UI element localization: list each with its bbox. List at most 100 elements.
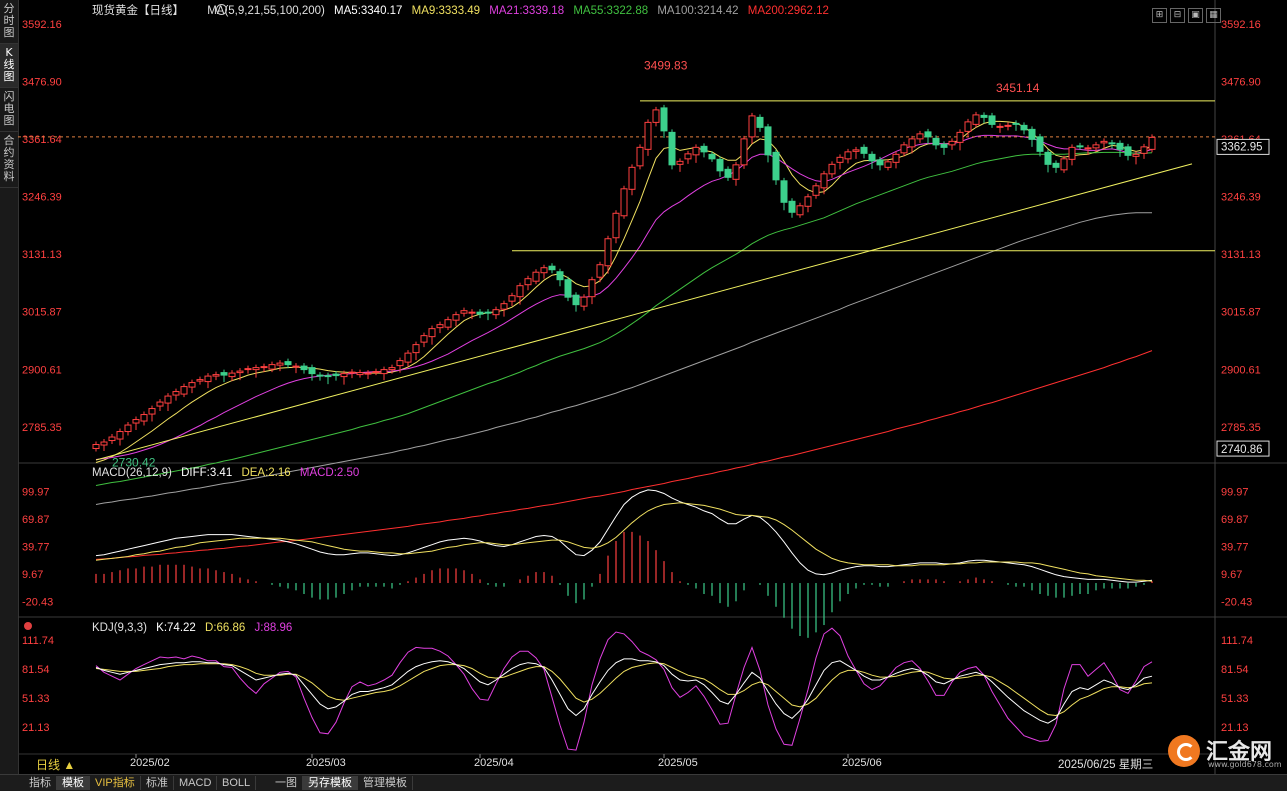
candle-body [756,116,764,128]
candle-body [948,140,956,146]
high-label: 3499.83 [644,58,688,72]
candle-body [996,125,1004,128]
candle-body [508,295,516,302]
bottom-tab-3[interactable]: 标准 [141,776,174,790]
macd-dea-value: DEA:2.16 [241,467,291,479]
candle-body [1092,144,1100,149]
candle-body [516,285,524,298]
x-tick-label: 2025/03 [306,757,346,769]
candle-body [188,382,196,388]
ma-line-ma55 [95,151,1153,486]
candle-body [932,137,940,146]
brand-logo: 汇金网 www.gold678.com [1162,732,1282,772]
last-price-box [1216,138,1270,155]
bottom-tab-5[interactable]: BOLL [217,776,257,790]
sidebar-tab-time-chart[interactable]: 分时图 [0,0,18,44]
candle-body [300,365,308,371]
candle-body [796,205,804,216]
split-icon[interactable]: ⊟ [1170,8,1185,23]
candle-body [236,370,244,374]
price-chart[interactable]: 3592.163592.163476.903476.903361.643361.… [18,0,1287,774]
candle-body [828,163,836,175]
maximize-icon[interactable]: ▣ [1188,8,1203,23]
bottom-tab-7[interactable]: 另存模板 [303,776,358,790]
trend-line-support [95,163,1193,461]
kdj-j-value: J:88.96 [254,622,293,634]
candle-body [668,131,676,166]
candle-body [460,310,468,314]
macd-dea-line [95,502,1153,582]
logo-icon [1168,735,1200,767]
candle-body [1036,136,1044,152]
window-buttons: ⊞ ⊟ ▣ ▦ [1149,2,1221,23]
candle-body [836,156,844,163]
gear-icon[interactable] [216,4,227,15]
sidebar-tab-contract-info[interactable]: 合约资料 [0,132,18,188]
macd-tick-left: -20.43 [22,597,53,609]
candle-body [380,369,388,375]
bottom-tab-1[interactable]: 模板 [57,776,90,790]
price-tick-right: 3015.87 [1221,307,1261,319]
candle-body [556,271,564,281]
candle-body [1012,122,1020,125]
macd-tick-left: 99.97 [22,487,50,499]
candle-body [1004,124,1012,127]
high-label: 3451.14 [996,81,1040,95]
candle-body [164,395,172,404]
macd-header: MACD(26,12,9) DIFF:3.41 DEA:2.16 MACD:2.… [92,467,365,479]
candle-body [884,161,892,168]
candle-body [540,267,548,274]
candle-body [108,436,116,442]
price-tick-left: 3246.39 [22,192,62,204]
candle-body [484,311,492,314]
candle-body [140,414,148,422]
bottom-tab-2[interactable]: VIP指标 [90,776,141,790]
candle-body [340,373,348,378]
period-selector[interactable]: 日线 ▲ [36,758,76,772]
candle-body [788,200,796,213]
kdj-tick-left: 51.33 [22,693,50,705]
macd-tick-right: 69.87 [1221,514,1249,526]
macd-diff-value: DIFF:3.41 [181,467,233,479]
candle-body [1060,158,1068,171]
kdj-name: KDJ(9,3,3) [92,622,147,634]
candle-body [764,126,772,156]
kdj-tick-right: 51.33 [1221,693,1249,705]
x-tick-label: 2025/04 [474,757,514,769]
macd-tick-right: 39.77 [1221,542,1249,554]
candle-body [372,371,380,374]
macd-name: MACD(26,12,9) [92,467,172,479]
candle-body [732,164,740,180]
candle-body [308,367,316,375]
layout-icon[interactable]: ▦ [1206,8,1221,23]
candle-body [964,121,972,132]
period-badge[interactable]: 【日线】 [138,5,184,17]
sidebar: 分时图 K线图 闪电图 合约资料 [0,0,19,774]
candle-body [844,151,852,160]
kdj-k-line [95,658,1153,724]
candle-body [1028,128,1036,140]
candle-body [156,401,164,407]
bottom-tab-8[interactable]: 管理模板 [358,776,413,790]
grid-icon[interactable]: ⊞ [1152,8,1167,23]
candle-body [1044,151,1052,165]
indicator-dot-icon [24,622,32,630]
kdj-tick-right: 21.13 [1221,722,1249,734]
candle-body [1068,146,1076,160]
candle-body [988,115,996,125]
kdj-d-value: D:66.86 [205,622,246,634]
ma200-value: MA200:2962.12 [747,5,829,17]
candle-body [1140,146,1148,154]
sidebar-tab-kline-chart[interactable]: K线图 [0,44,18,88]
bottom-tab-4[interactable]: MACD [174,776,218,790]
candle-body [260,366,268,369]
bottom-tab-0[interactable]: 指标 [24,776,57,790]
bottom-tab-6[interactable]: 一图 [270,776,303,790]
sidebar-tab-flash-chart[interactable]: 闪电图 [0,88,18,132]
candle-body [1076,145,1084,148]
last-price-label: 3362.95 [1221,141,1263,153]
ma-line-ma9 [95,120,1153,463]
kdj-header: KDJ(9,3,3) K:74.22 D:66.86 J:88.96 [92,622,298,634]
candle-body [148,408,156,415]
candle-body [212,374,220,377]
